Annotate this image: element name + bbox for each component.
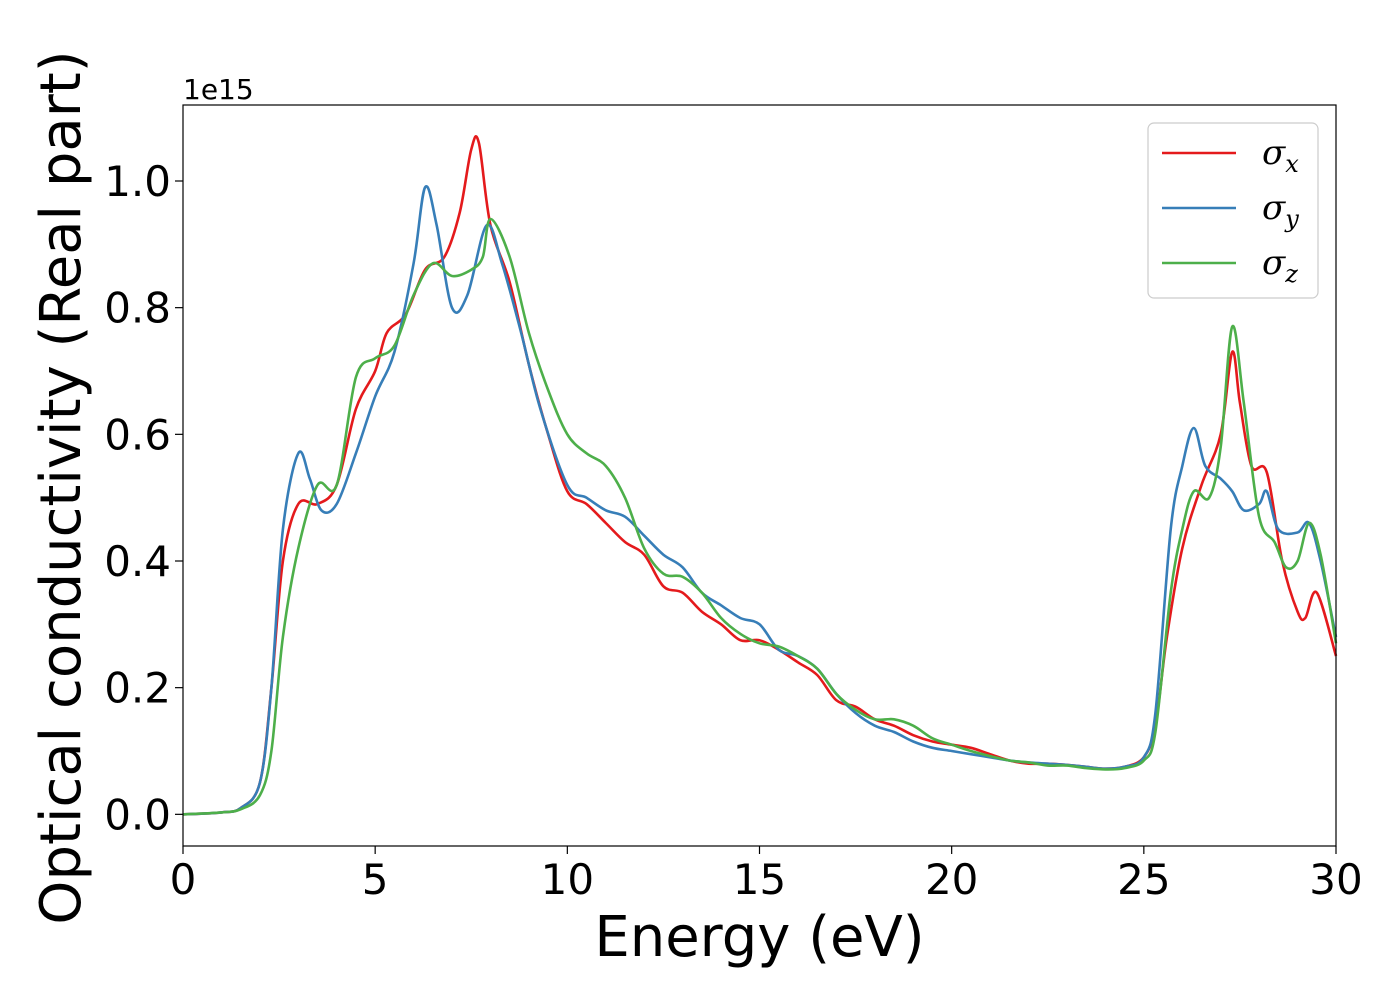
y-axis-title: Optical conductivity (Real part) (29, 50, 94, 924)
series-line-z (182, 217, 1338, 816)
y-tick-label: 0.0 (104, 790, 171, 839)
series-line-y (182, 185, 1338, 816)
y-tick-label: 0.6 (104, 410, 171, 459)
x-tick-label: 15 (733, 855, 786, 904)
x-tick-label: 10 (541, 855, 594, 904)
x-tick-label: 30 (1309, 855, 1362, 904)
x-tick-label: 0 (170, 855, 197, 904)
legend-box (1147, 122, 1319, 299)
legend-label-y: σy (1262, 188, 1299, 233)
y-axis-offset-label: 1e15 (183, 73, 254, 106)
x-axis-title: Energy (eV) (594, 905, 924, 970)
x-tick-label: 20 (925, 855, 978, 904)
legend-label-z: σz (1262, 243, 1298, 288)
y-tick-label: 0.4 (104, 537, 171, 586)
y-axis-ticks: 0.0 0.2 0.4 0.6 0.8 1.0 (104, 157, 183, 839)
legend: σx σy σz (1147, 122, 1319, 299)
y-tick-label: 0.8 (104, 284, 171, 333)
x-tick-label: 5 (362, 855, 389, 904)
x-tick-label: 25 (1117, 855, 1170, 904)
y-tick-label: 0.2 (104, 664, 171, 713)
x-axis-ticks: 0 5 10 15 20 25 30 (170, 846, 1363, 904)
legend-label-x: σx (1262, 133, 1299, 178)
plot-lines (182, 135, 1338, 816)
y-tick-label: 1.0 (104, 157, 171, 206)
